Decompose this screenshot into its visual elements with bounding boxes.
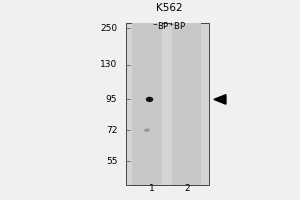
- Bar: [126, 23, 209, 185]
- Polygon shape: [214, 95, 226, 104]
- Text: $^{-}$BP$^{+}$BP: $^{-}$BP$^{+}$BP: [152, 20, 186, 32]
- Text: 95: 95: [106, 95, 117, 104]
- Ellipse shape: [144, 129, 150, 132]
- Text: 250: 250: [100, 24, 117, 33]
- Text: 130: 130: [100, 60, 117, 69]
- Text: 72: 72: [106, 126, 117, 135]
- Bar: [172, 23, 201, 185]
- Bar: [133, 23, 162, 185]
- Ellipse shape: [146, 97, 153, 102]
- Text: 2: 2: [184, 184, 190, 193]
- Text: 55: 55: [106, 157, 117, 166]
- Text: 1: 1: [148, 184, 154, 193]
- Text: K562: K562: [156, 3, 183, 13]
